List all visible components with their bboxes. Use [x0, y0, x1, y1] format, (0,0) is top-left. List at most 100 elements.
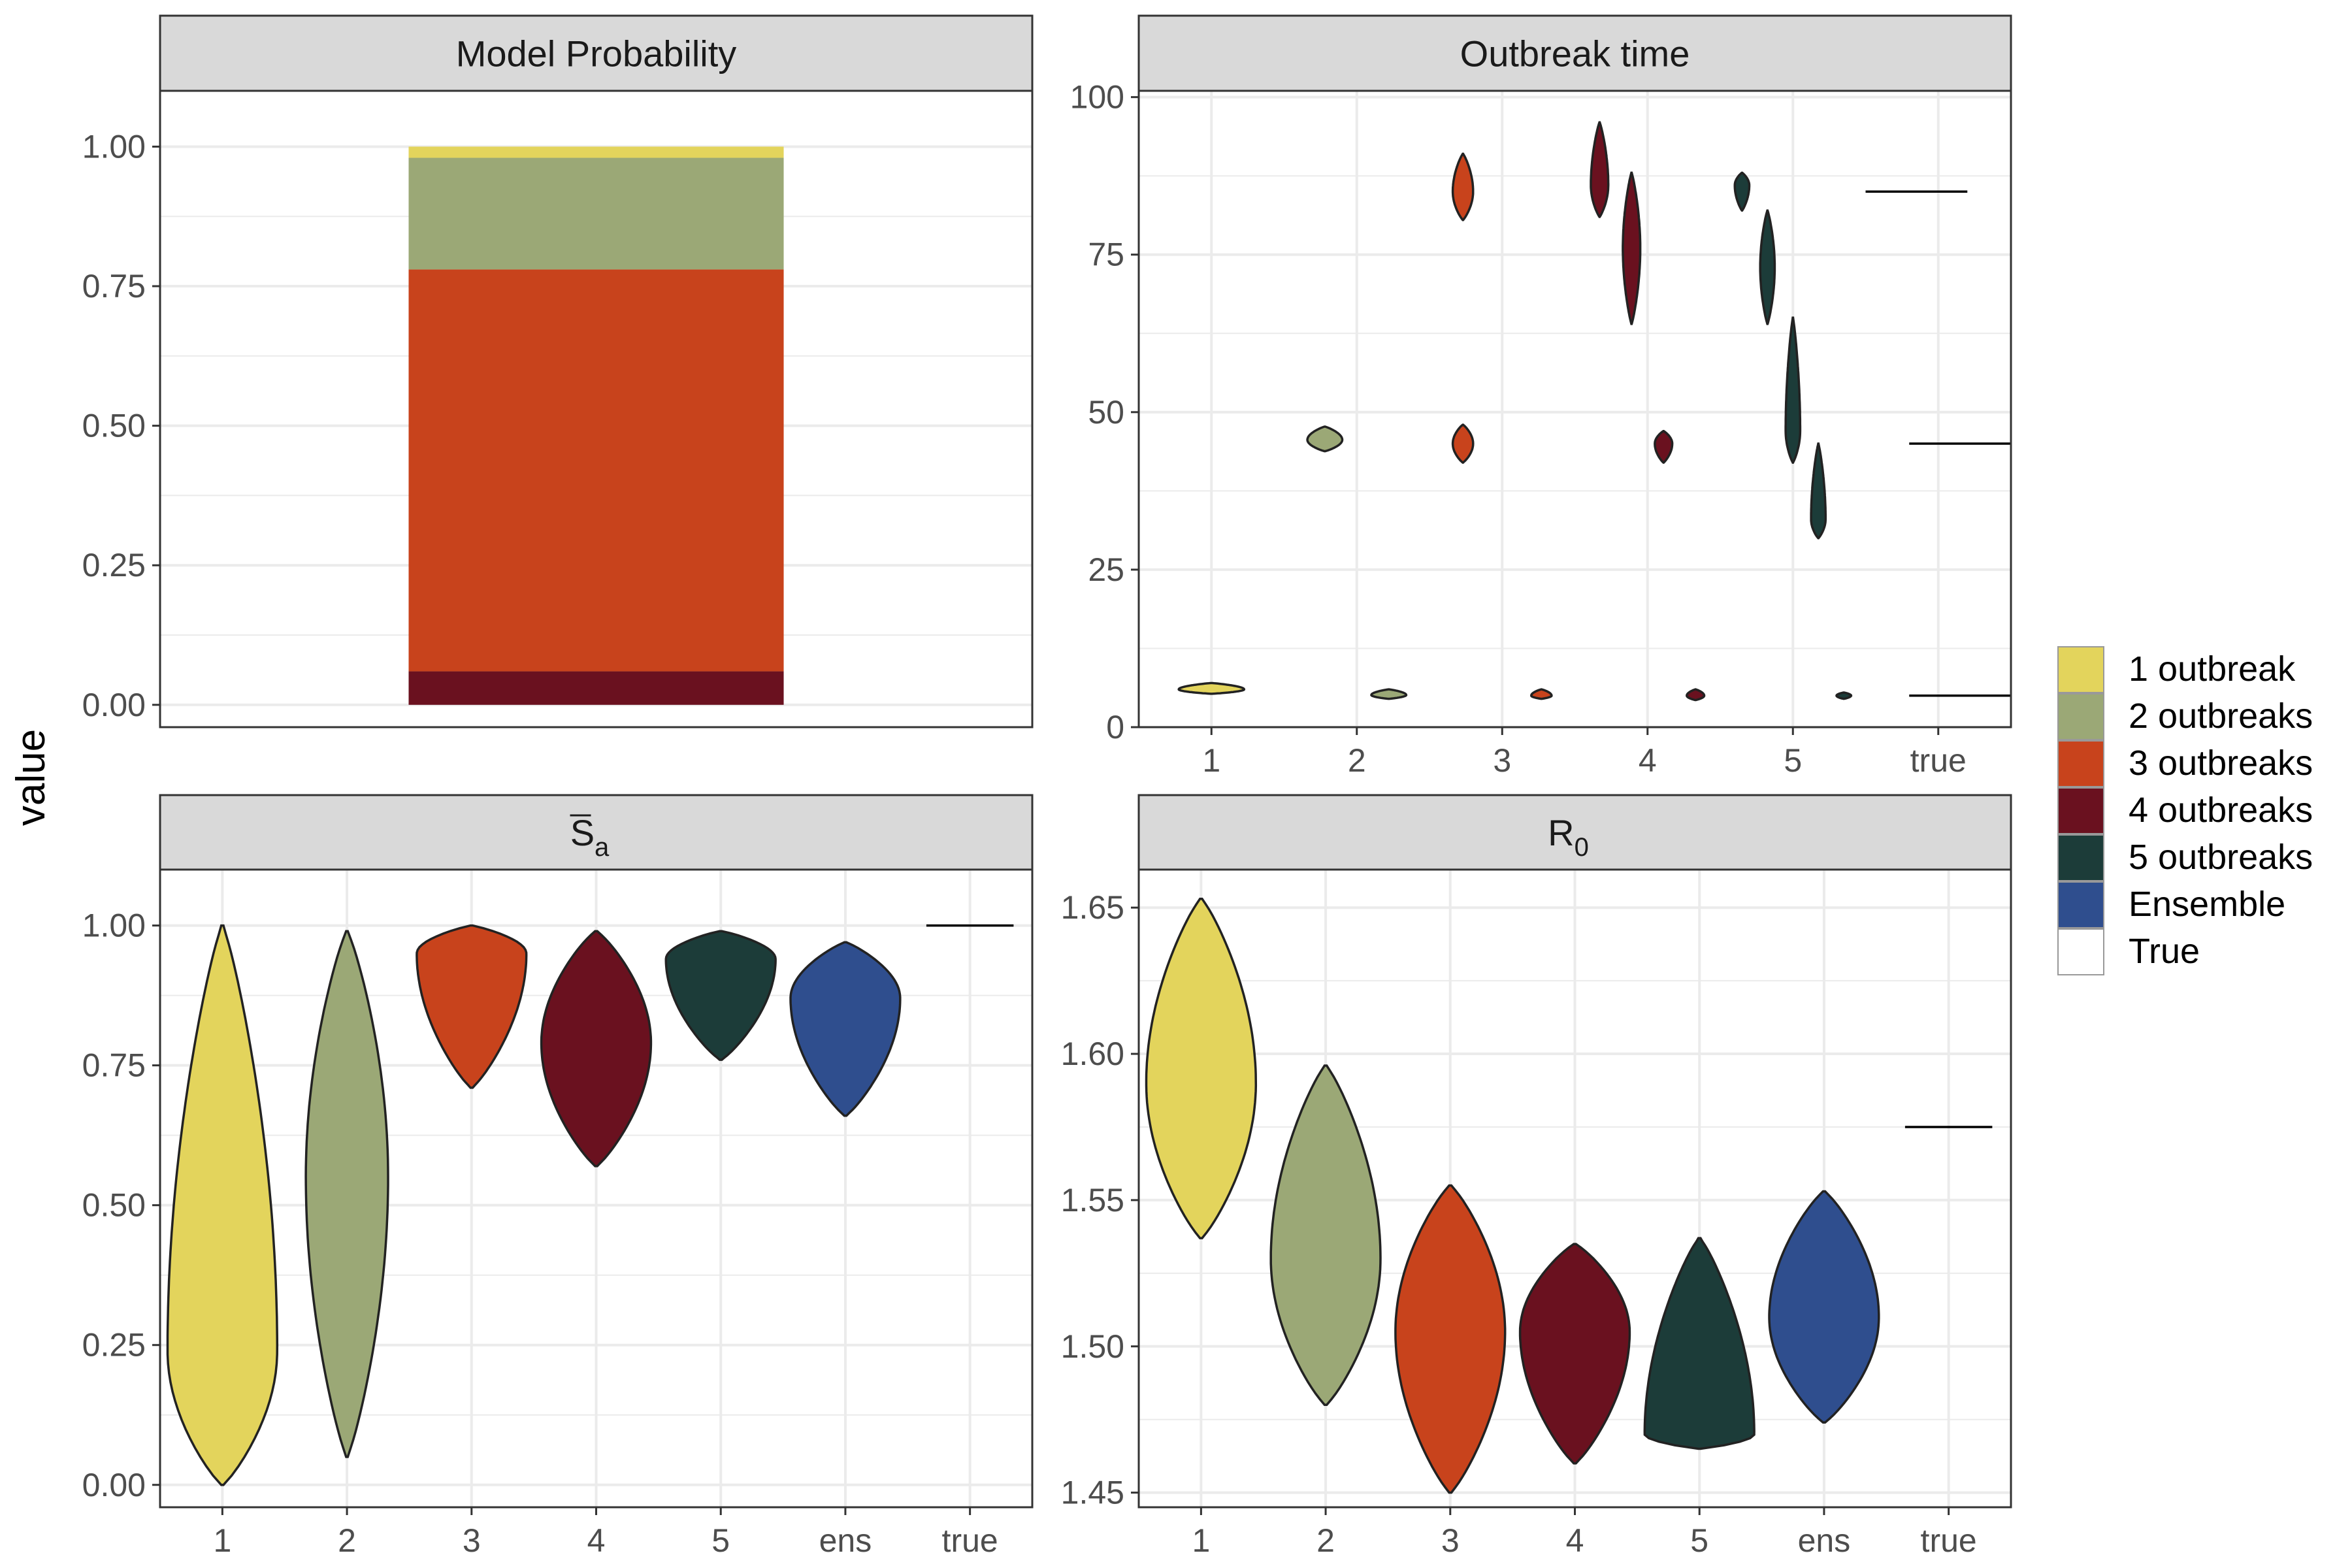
violin — [1306, 425, 1344, 453]
violin — [1622, 171, 1642, 325]
x-tick-label: 5 — [711, 1522, 730, 1559]
violin — [1451, 423, 1475, 464]
facet-strip — [1137, 14, 2012, 92]
x-tick-label: 5 — [1784, 742, 1802, 779]
y-tick-label: 0.75 — [82, 1047, 146, 1084]
y-tick-label: 0.00 — [82, 1467, 146, 1503]
x-tick-label: true — [1921, 1522, 1977, 1559]
violin — [1759, 209, 1776, 325]
x-tick-label: true — [1910, 742, 1967, 779]
x-tick-label: 4 — [1566, 1522, 1584, 1559]
x-tick-label: 4 — [1639, 742, 1657, 779]
legend-label: True — [2129, 932, 2200, 971]
violin — [1643, 1237, 1756, 1450]
bar-segment — [408, 157, 784, 270]
x-tick-label: 4 — [587, 1522, 606, 1559]
legend-label: 1 outbreak — [2129, 649, 2296, 689]
x-tick-label: 1 — [1202, 742, 1220, 779]
y-axis-label: value — [8, 729, 54, 826]
violin — [540, 930, 653, 1168]
y-tick-label: 1.65 — [1061, 889, 1124, 926]
y-tick-label: 1.00 — [82, 907, 146, 944]
x-tick-label: 2 — [1316, 1522, 1335, 1559]
y-tick-label: 0.00 — [82, 687, 146, 723]
violin — [789, 941, 902, 1117]
facet-title-main: S — [570, 812, 595, 853]
facet-strip — [1137, 794, 2012, 871]
y-tick-label: 1.55 — [1061, 1182, 1124, 1218]
violin — [1394, 1184, 1507, 1494]
x-tick-label: 2 — [1348, 742, 1366, 779]
y-tick-label: 0 — [1106, 709, 1124, 745]
facet-title: Sa — [570, 812, 610, 862]
panel-r0: 1.45 1.50 1.55 1.60 1.65 1 2 3 4 5 ens true R0 — [1061, 794, 2012, 1559]
y-tick-label: 0.25 — [82, 1327, 146, 1364]
x-tick-label: true — [942, 1522, 998, 1559]
y-tick-label: 1.45 — [1061, 1475, 1124, 1511]
y-tick-label: 75 — [1088, 237, 1124, 273]
violin — [1654, 430, 1674, 464]
violin — [1269, 1064, 1382, 1407]
bar-segment — [408, 671, 784, 705]
legend-key — [2057, 693, 2104, 740]
y-tick-label: 50 — [1088, 394, 1124, 431]
x-tick-label: 1 — [1192, 1522, 1210, 1559]
panel-outbreak-time: 0 25 50 75 100 1 2 3 4 5 true Outbreak time — [1070, 14, 2012, 779]
violin — [1784, 316, 1802, 464]
legend-label: 3 outbreaks — [2129, 743, 2313, 783]
x-tick-label: 5 — [1690, 1522, 1708, 1559]
legend-key — [2057, 881, 2104, 928]
violin — [1370, 688, 1408, 700]
legend-key — [2057, 928, 2104, 975]
violin — [1451, 152, 1475, 221]
violin — [1530, 688, 1553, 700]
violin — [304, 930, 389, 1458]
facet-title-main: R — [1548, 812, 1574, 853]
x-tick-label: ens — [1798, 1522, 1851, 1559]
y-tick-label: 0.75 — [82, 268, 146, 304]
bar-segment — [408, 269, 784, 672]
violin — [664, 930, 777, 1061]
legend-key — [2057, 834, 2104, 881]
facet-title: Model Probability — [456, 33, 737, 74]
plot-background — [1139, 91, 2011, 727]
x-tick-label: 3 — [1441, 1522, 1460, 1559]
y-tick-label: 1.60 — [1061, 1036, 1124, 1072]
violin — [1733, 171, 1751, 212]
legend-key — [2057, 740, 2104, 787]
y-tick-label: 0.50 — [82, 408, 146, 444]
y-tick-label: 25 — [1088, 551, 1124, 588]
facet-strip — [159, 794, 1034, 871]
violin — [416, 924, 528, 1089]
violin — [1518, 1243, 1631, 1465]
panel-s-bar-a: 0.00 0.25 0.50 0.75 1.00 1 2 3 4 5 ens true Sa — [82, 794, 1034, 1559]
y-tick-label: 0.50 — [82, 1187, 146, 1224]
x-tick-label: 1 — [213, 1522, 231, 1559]
violin — [1177, 681, 1246, 695]
legend-label: 5 outbreaks — [2129, 838, 2313, 877]
y-tick-label: 1.50 — [1061, 1328, 1124, 1365]
facet-title: R0 — [1548, 812, 1589, 862]
y-tick-label: 100 — [1070, 79, 1124, 116]
facet-strip — [159, 14, 1034, 92]
panel-model-probability: 0.00 0.25 0.50 0.75 1.00 Model Probability — [82, 14, 1034, 728]
violin — [166, 924, 279, 1486]
x-tick-label: 2 — [338, 1522, 356, 1559]
y-tick-label: 0.25 — [82, 547, 146, 583]
violin — [1835, 691, 1853, 700]
bar-segment — [408, 146, 784, 158]
legend-key — [2057, 646, 2104, 693]
legend-key — [2057, 787, 2104, 834]
x-tick-label: 3 — [463, 1522, 481, 1559]
legend: 1 outbreak 2 outbreaks 3 outbreaks 4 outbre… — [2057, 646, 2313, 975]
legend-label: Ensemble — [2129, 885, 2285, 924]
legend-label: 4 outbreaks — [2129, 791, 2313, 830]
x-tick-label: 3 — [1493, 742, 1511, 779]
legend-label: 2 outbreaks — [2129, 696, 2313, 736]
facet-title: Outbreak time — [1460, 33, 1690, 74]
violin — [1145, 898, 1258, 1239]
facet-title-subscript: 0 — [1575, 833, 1589, 862]
x-tick-label: ens — [819, 1522, 872, 1559]
violin — [1768, 1190, 1880, 1424]
